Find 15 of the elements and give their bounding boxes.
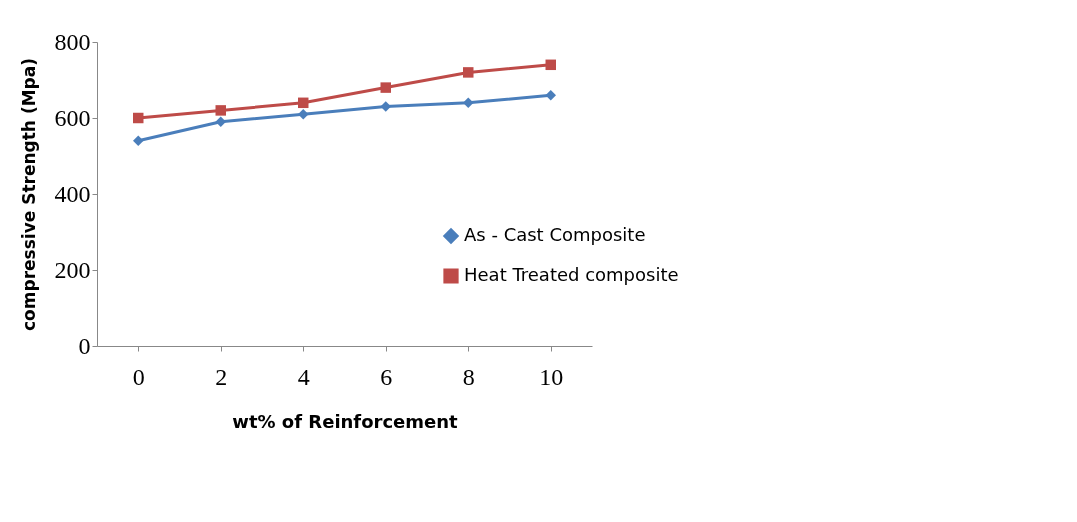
x-axis-title: wt% of Reinforcement <box>232 410 459 432</box>
y-tick-label: 200 <box>54 256 91 283</box>
y-axis-title: compressive Strength (Mpa) <box>18 58 39 331</box>
x-tick-label: 4 <box>297 363 310 390</box>
legend-label: As - Cast Composite <box>464 224 646 245</box>
y-tick-label: 400 <box>54 180 91 207</box>
legend-label: Heat Treated composite <box>464 264 679 285</box>
x-tick-label: 2 <box>215 363 228 390</box>
x-tick-label: 8 <box>462 363 475 390</box>
x-tick-label: 10 <box>539 363 564 390</box>
y-tick-label: 0 <box>78 332 91 359</box>
y-tick-label: 800 <box>54 28 91 55</box>
x-tick-label: 0 <box>132 363 145 390</box>
x-tick-label: 6 <box>380 363 393 390</box>
y-tick-label: 600 <box>54 104 91 131</box>
